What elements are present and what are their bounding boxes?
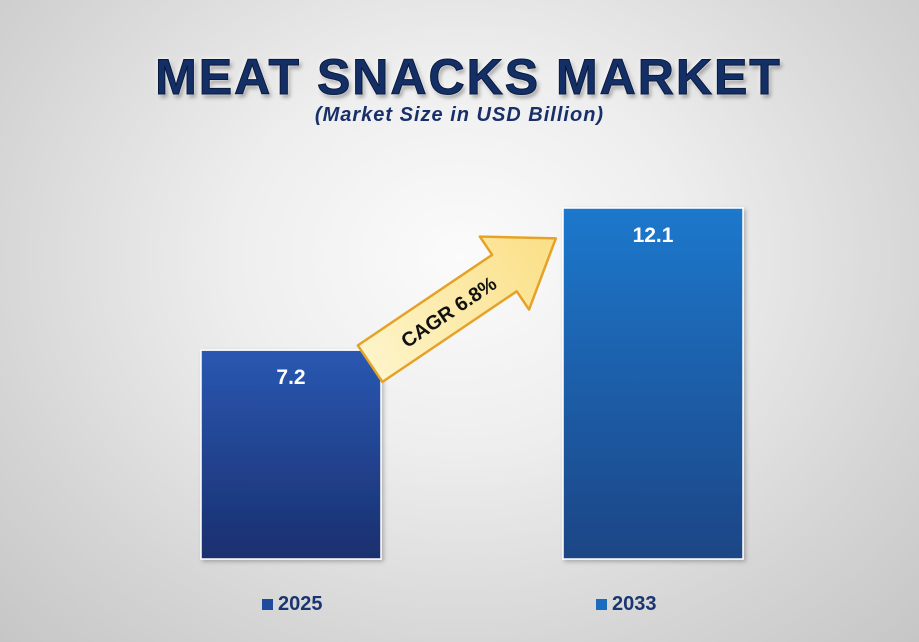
legend-swatch-2033: [596, 599, 607, 610]
bar-2033: [562, 207, 744, 560]
legend-label-2025: 2025: [278, 593, 323, 615]
bar-2025: [200, 349, 382, 560]
legend-item-2025: 2025: [262, 593, 323, 616]
legend-label-2033: 2033: [612, 593, 657, 615]
chart-subtitle: (Market Size in USD Billion): [314, 104, 605, 126]
legend-item-2033: 2033: [596, 593, 657, 616]
legend-swatch-2025: [262, 599, 273, 610]
chart-title: MEAT SNACKS MARKET: [155, 49, 782, 106]
data-label-2033: 12.1: [633, 224, 674, 247]
cagr-arrow-shape: [356, 235, 558, 384]
data-label-2025: 7.2: [276, 366, 305, 389]
cagr-arrow: CAGR 6.8%: [356, 235, 558, 384]
